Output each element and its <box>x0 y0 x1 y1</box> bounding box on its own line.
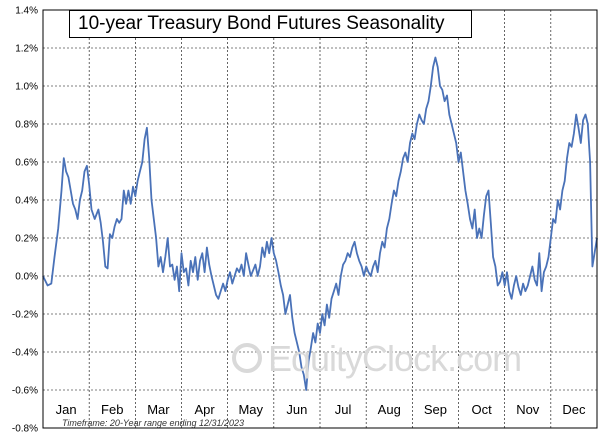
y-tick-label: -0.2% <box>12 310 38 321</box>
month-label: May <box>238 402 263 417</box>
watermark: EquityClock.com <box>232 338 522 380</box>
y-tick-label: 0.6% <box>15 158 38 169</box>
chart-title: 10-year Treasury Bond Futures Seasonalit… <box>69 10 472 38</box>
month-label: Jul <box>335 402 352 417</box>
month-label: Nov <box>516 402 540 417</box>
month-label: Sep <box>424 402 447 417</box>
x-axis-months: Jan Feb Mar Apr May Jun Jul Aug Sep Oct Nov Dec <box>56 402 586 417</box>
y-tick-label: 1.4% <box>15 6 38 17</box>
month-label: Dec <box>562 402 586 417</box>
y-tick-label: -0.6% <box>12 386 38 397</box>
month-label: Apr <box>194 402 215 417</box>
y-tick-label: 1.2% <box>15 44 38 55</box>
equityclock-logo-icon <box>232 343 262 374</box>
month-label: Feb <box>101 402 123 417</box>
month-label: Jun <box>286 402 307 417</box>
y-tick-label: -0.4% <box>12 348 38 359</box>
y-tick-label: 0.0% <box>15 272 38 283</box>
seasonality-line <box>42 56 598 391</box>
y-tick-label: 0.4% <box>15 196 38 207</box>
month-label: Jan <box>56 402 77 417</box>
y-tick-label: -0.8% <box>12 424 38 435</box>
y-tick-label: 1.0% <box>15 82 38 93</box>
month-label: Aug <box>378 402 401 417</box>
y-tick-label: 0.2% <box>15 234 38 245</box>
series-layer <box>42 56 598 391</box>
month-label: Oct <box>471 402 492 417</box>
month-label: Mar <box>147 402 170 417</box>
y-tick-label: 0.8% <box>15 120 38 131</box>
timeframe-footnote: Timeframe: 20-Year range ending 12/31/20… <box>62 418 245 428</box>
y-axis-ticks: -0.8% -0.6% -0.4% -0.2% 0.0% 0.2% 0.4% 0.6% 0.8%… <box>12 6 38 435</box>
